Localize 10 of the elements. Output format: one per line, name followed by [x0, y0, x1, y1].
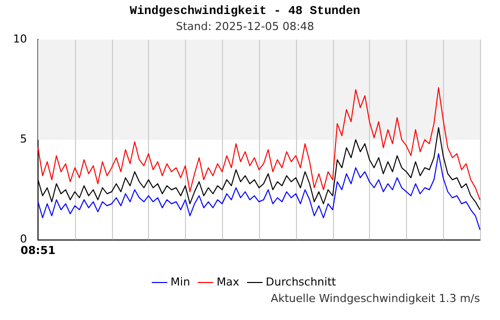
text: Aktuelle Windgeschwindigkeit 1.3 m/s — [270, 292, 480, 305]
y-tick-label: 5 — [20, 132, 27, 146]
text: 08:51 — [20, 244, 56, 258]
y-tick-label: 10 — [12, 32, 27, 46]
legend-label: Max — [216, 275, 240, 288]
legend-label: Durchschnitt — [266, 275, 337, 288]
legend-label: Min — [170, 275, 190, 288]
y-tick-label: 0 — [20, 232, 27, 246]
chart-title: Windgeschwindigkeit - 48 Stunden — [130, 4, 360, 18]
chart-subtitle: Stand: 2025-12-05 08:48 — [176, 20, 314, 33]
